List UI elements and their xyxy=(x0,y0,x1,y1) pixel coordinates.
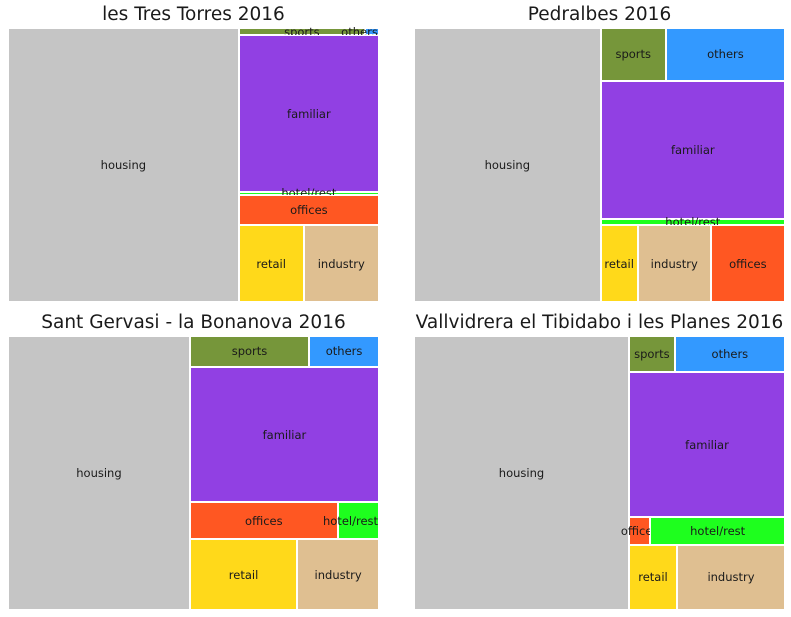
tile-offices xyxy=(189,502,338,540)
tile-familiar xyxy=(629,372,785,517)
tile-hotel-rest xyxy=(650,516,785,545)
tile-industry xyxy=(303,225,379,302)
tile-offices xyxy=(238,194,379,226)
tile-sports xyxy=(600,28,666,81)
tile-housing xyxy=(8,28,239,302)
tile-housing xyxy=(414,336,629,610)
tile-housing xyxy=(414,28,601,302)
tile-familiar xyxy=(189,366,379,503)
tile-sports xyxy=(629,336,675,373)
panel-title-vallvidrera: Vallvidrera el Tibidabo i les Planes 201… xyxy=(415,312,784,333)
tile-hotel-rest xyxy=(337,502,379,540)
panel-title-pedralbes: Pedralbes 2016 xyxy=(527,4,672,25)
tile-hotel-rest xyxy=(238,191,379,195)
tile-housing xyxy=(8,336,190,610)
tile-retail xyxy=(629,544,677,610)
panel-title-les-tres-torres: les Tres Torres 2016 xyxy=(102,4,285,25)
tile-retail xyxy=(189,539,298,610)
tile-retail xyxy=(600,225,638,302)
tile-offices xyxy=(710,225,785,302)
tile-sports xyxy=(238,28,365,36)
treemap-panel-pedralbes: housing sports others familiar hotel/rest ret… xyxy=(414,28,785,302)
panel-title-sant-gervasi: Sant Gervasi - la Bonanova 2016 xyxy=(41,312,346,333)
treemap-panel-vallvidrera: housing sports others familiar offices hotel/… xyxy=(414,336,785,610)
tile-familiar xyxy=(238,35,379,192)
tile-others xyxy=(665,28,785,81)
tile-retail xyxy=(238,225,304,302)
treemap-panel-les-tres-torres: housing sports others familiar hotel/rest off… xyxy=(8,25,379,302)
tile-offices xyxy=(629,516,651,545)
treemap-panel-sant-gervasi: housing sports others familiar offices hotel/… xyxy=(8,336,379,610)
tile-industry xyxy=(677,544,785,610)
tile-industry xyxy=(297,539,379,610)
tile-others xyxy=(309,336,379,367)
tile-sports xyxy=(189,336,310,367)
tile-familiar xyxy=(600,80,785,219)
tile-others xyxy=(364,28,379,36)
tile-others xyxy=(674,336,785,373)
tile-hotel-rest xyxy=(600,218,785,226)
tile-industry xyxy=(637,225,711,302)
